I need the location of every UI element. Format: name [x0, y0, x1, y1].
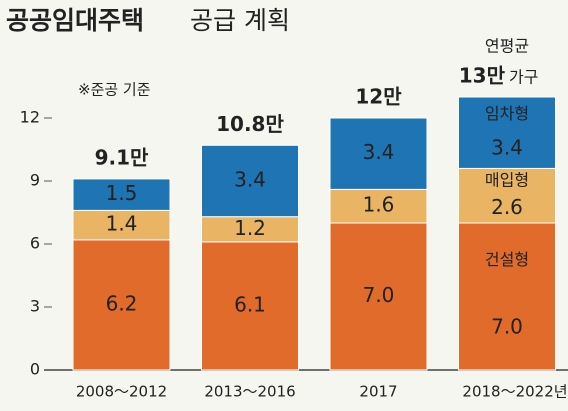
x-tick-label: 2017	[359, 383, 397, 401]
y-tick-label: 12	[20, 108, 40, 127]
total-label: 10.8만	[216, 112, 284, 136]
bar-segment	[329, 117, 428, 190]
bar-segment	[201, 144, 299, 218]
bar-segment	[458, 222, 556, 371]
bar-segment	[72, 209, 171, 241]
legend-label: 매입형	[485, 171, 529, 190]
value-label: 3.4	[234, 168, 266, 192]
legend-label: 건설형	[485, 250, 529, 269]
bar-segment	[329, 188, 428, 224]
total-unit: 가구	[509, 68, 538, 87]
value-label: 3.4	[491, 135, 523, 159]
y-tick-label: 9	[30, 171, 40, 190]
chart-title: 공공임대주택	[6, 6, 144, 35]
bar-segment	[329, 222, 428, 371]
value-label: 7.0	[491, 314, 523, 338]
x-tick-label: 2018～2022년	[462, 383, 567, 401]
total-label: 9.1만	[95, 145, 149, 169]
legend-label: 임차형	[485, 104, 529, 123]
bar-segment	[458, 167, 556, 224]
value-label: 7.0	[363, 283, 395, 307]
bar-segment	[458, 96, 556, 169]
note: ※준공 기준	[78, 81, 151, 99]
y-tick-label: 6	[30, 234, 40, 253]
value-label: 1.4	[106, 212, 138, 236]
bar-segment	[72, 178, 171, 211]
total-note: 연평균	[485, 37, 529, 56]
value-label: 1.5	[106, 181, 138, 205]
x-tick-label: 2013～2016	[204, 383, 295, 401]
bar-segment	[72, 239, 171, 371]
value-label: 2.6	[491, 195, 523, 219]
value-label: 6.2	[106, 291, 138, 315]
total-label: 12만	[355, 85, 402, 109]
y-tick-label: 0	[30, 360, 40, 379]
x-tick-label: 2008～2012	[76, 383, 167, 401]
chart-title-rest: 공급 계획	[190, 6, 290, 35]
value-label: 1.2	[234, 216, 266, 240]
y-tick-label: 3	[30, 297, 40, 316]
value-label: 3.4	[363, 140, 395, 164]
value-label: 6.1	[234, 292, 266, 316]
total-label: 13만	[459, 64, 506, 88]
bar-segment	[201, 216, 299, 243]
value-label: 1.6	[363, 193, 395, 217]
